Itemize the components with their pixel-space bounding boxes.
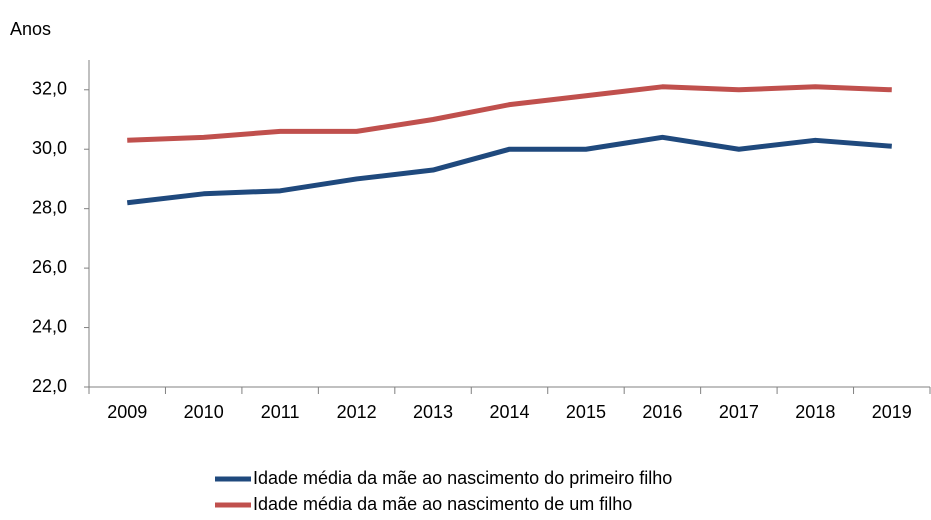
x-tick-label: 2012 [337,402,377,422]
y-tick-label: 32,0 [32,79,67,99]
x-tick-label: 2018 [795,402,835,422]
legend-label: Idade média da mãe ao nascimento de um f… [253,494,632,514]
y-tick-label: 22,0 [32,376,67,396]
y-tick-label: 28,0 [32,197,67,217]
x-tick-label: 2019 [872,402,912,422]
x-tick-label: 2016 [642,402,682,422]
y-tick-label: 24,0 [32,316,67,336]
x-tick-label: 2011 [261,402,300,422]
x-tick-label: 2014 [489,402,529,422]
x-tick-label: 2009 [107,402,147,422]
y-axis-label: Anos [10,19,51,39]
y-tick-label: 26,0 [32,257,67,277]
series-line [127,84,892,143]
y-tick-label: 30,0 [32,138,67,158]
x-tick-label: 2017 [719,402,759,422]
x-tick-label: 2010 [184,402,224,422]
x-tick-label: 2015 [566,402,606,422]
legend-label: Idade média da mãe ao nascimento do prim… [253,468,672,488]
x-tick-label: 2013 [413,402,453,422]
series-line [126,134,892,206]
